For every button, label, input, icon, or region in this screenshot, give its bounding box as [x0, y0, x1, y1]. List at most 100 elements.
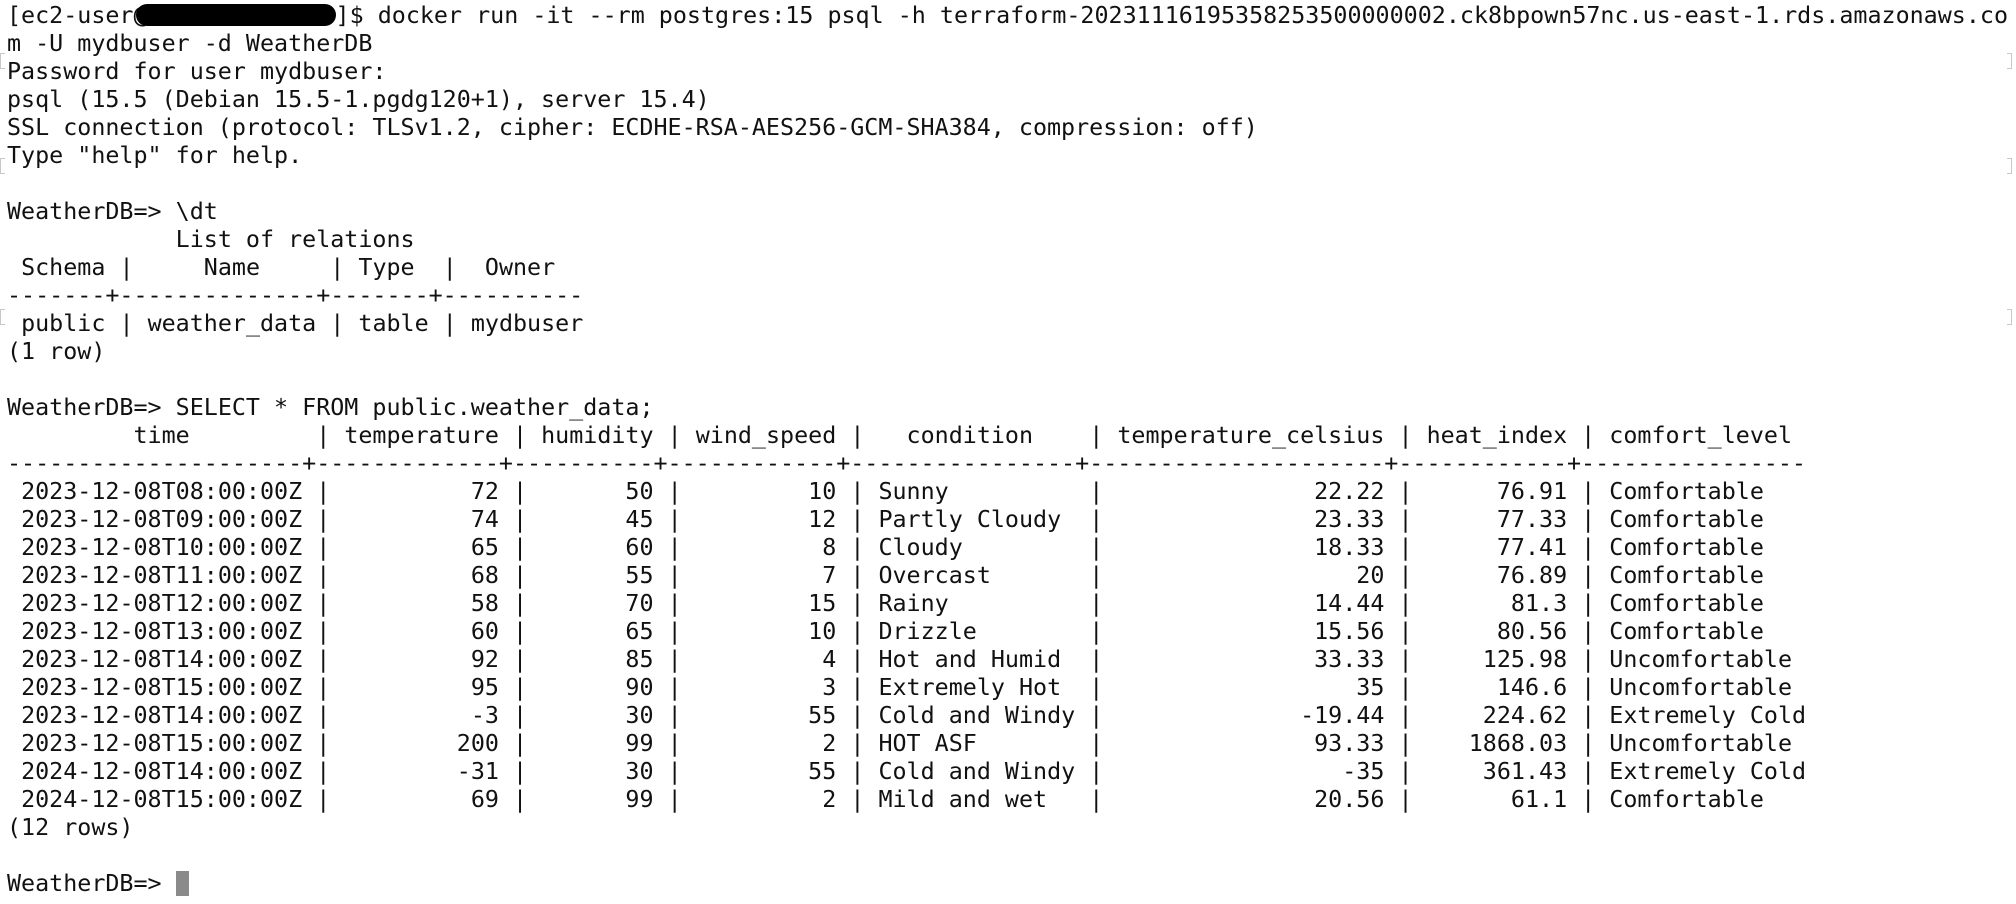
column-header: wind_speed — [695, 421, 837, 449]
table-cell: 55 — [695, 757, 837, 785]
table-row: 2023-12-08T14:00:00Z | -3 | 30 | 55 | Co… — [21, 701, 1807, 729]
table-cell: Comfortable — [1609, 533, 1764, 561]
table-title: List of relations — [175, 225, 415, 253]
table-cell: 65 — [541, 617, 654, 645]
table-cell: 81.3 — [1426, 589, 1568, 617]
table-cell: weather_data — [147, 309, 317, 337]
table-cell: 12 — [695, 505, 837, 533]
table-cell: 68 — [344, 561, 499, 589]
table-cell: 224.62 — [1426, 701, 1568, 729]
table-cell: 361.43 — [1426, 757, 1568, 785]
column-header: condition — [878, 421, 1076, 449]
table-cell: 3 — [695, 673, 837, 701]
table-row: 2023-12-08T15:00:00Z | 95 | 90 | 3 | Ext… — [21, 673, 1793, 701]
table-cell: 30 — [541, 701, 654, 729]
password-prompt: Password for user mydbuser: — [7, 57, 387, 85]
table-cell: HOT ASF — [878, 729, 1076, 757]
table-cell: 2 — [695, 729, 837, 757]
table-row: public | weather_data | table | mydbuser — [21, 309, 584, 337]
table-row: 2023-12-08T14:00:00Z | 92 | 85 | 4 | Hot… — [21, 645, 1793, 673]
table-cell: 8 — [695, 533, 837, 561]
table-cell: -31 — [344, 757, 499, 785]
table-cell: 69 — [344, 785, 499, 813]
docker-command-wrap: m -U mydbuser -d WeatherDB — [7, 29, 373, 57]
table-cell: Overcast — [878, 561, 1076, 589]
table-cell: 65 — [344, 533, 499, 561]
table-cell: 90 — [541, 673, 654, 701]
table-cell: 2024-12-08T15:00:00Z — [21, 785, 303, 813]
table-cell: 22.22 — [1117, 477, 1385, 505]
docker-command: docker run -it --rm postgres:15 psql -h … — [377, 1, 2008, 29]
table-cell: 2023-12-08T13:00:00Z — [21, 617, 303, 645]
table-cell: 2024-12-08T14:00:00Z — [21, 757, 303, 785]
line-marker-left — [0, 309, 5, 325]
table-cell: 2023-12-08T15:00:00Z — [21, 673, 303, 701]
table-cell: 18.33 — [1117, 533, 1385, 561]
table-cell: 146.6 — [1426, 673, 1568, 701]
table-cell: 60 — [344, 617, 499, 645]
table-cell: 85 — [541, 645, 654, 673]
table-cell: Comfortable — [1609, 505, 1764, 533]
row-count: (12 rows) — [7, 813, 134, 841]
help-hint: Type "help" for help. — [7, 141, 303, 169]
table-cell: Cold and Windy — [878, 701, 1076, 729]
table-cell: 58 — [344, 589, 499, 617]
table-cell: Uncomfortable — [1609, 645, 1793, 673]
row-count: (1 row) — [7, 337, 106, 365]
column-header: Type — [358, 253, 429, 281]
column-header: heat_index — [1426, 421, 1568, 449]
table-row: 2024-12-08T15:00:00Z | 69 | 99 | 2 | Mil… — [21, 785, 1764, 813]
table-cell: Extremely Cold — [1609, 701, 1807, 729]
table-cell: 74 — [344, 505, 499, 533]
table-cell: 80.56 — [1426, 617, 1568, 645]
psql-version: psql (15.5 (Debian 15.5-1.pgdg120+1), se… — [7, 85, 710, 113]
table-cell: 92 — [344, 645, 499, 673]
column-header: comfort_level — [1609, 421, 1807, 449]
column-header: Schema — [21, 253, 106, 281]
table-cell: -35 — [1117, 757, 1385, 785]
db-prompt: WeatherDB=> — [7, 197, 176, 225]
text-cursor[interactable] — [175, 871, 189, 896]
line-marker-right — [2007, 53, 2012, 69]
table-cell: 20 — [1117, 561, 1385, 589]
table-cell: 2023-12-08T14:00:00Z — [21, 645, 303, 673]
table-cell: 1868.03 — [1426, 729, 1568, 757]
table-cell: 35 — [1117, 673, 1385, 701]
table-row: 2024-12-08T14:00:00Z | -31 | 30 | 55 | C… — [21, 757, 1807, 785]
table-cell: mydbuser — [470, 309, 584, 337]
table-cell: Comfortable — [1609, 589, 1764, 617]
table-cell: 33.33 — [1117, 645, 1385, 673]
column-header: humidity — [541, 421, 654, 449]
table-cell: Rainy — [878, 589, 1076, 617]
table-cell: Cold and Windy — [878, 757, 1076, 785]
column-header: temperature — [344, 421, 499, 449]
table-cell: 99 — [541, 785, 654, 813]
table-row: 2023-12-08T13:00:00Z | 60 | 65 | 10 | Dr… — [21, 617, 1764, 645]
table-row: 2023-12-08T10:00:00Z | 65 | 60 | 8 | Clo… — [21, 533, 1764, 561]
table-cell: Drizzle — [878, 617, 1076, 645]
table-cell: Hot and Humid — [878, 645, 1076, 673]
table-cell: 95 — [344, 673, 499, 701]
table-cell: 60 — [541, 533, 654, 561]
column-header: temperature_celsius — [1117, 421, 1385, 449]
column-header: time — [21, 421, 303, 449]
ssl-info: SSL connection (protocol: TLSv1.2, ciphe… — [7, 113, 1258, 141]
table-header-row: time | temperature | humidity | wind_spe… — [21, 421, 1807, 449]
select-command: SELECT * FROM public.weather_data; — [175, 393, 654, 421]
table-cell: 20.56 — [1117, 785, 1385, 813]
table-cell: table — [358, 309, 429, 337]
table-cell: Mild and wet — [878, 785, 1076, 813]
table-cell: -19.44 — [1117, 701, 1385, 729]
table-cell: 23.33 — [1117, 505, 1385, 533]
table-cell: Extremely Cold — [1609, 757, 1807, 785]
table-cell: 99 — [541, 729, 654, 757]
terminal-output: [ec2-user@]$ docker run -it --rm postgre… — [7, 1, 2008, 897]
table-cell: 61.1 — [1426, 785, 1568, 813]
table-cell: 4 — [695, 645, 837, 673]
table-cell: Sunny — [878, 477, 1076, 505]
db-prompt: WeatherDB=> — [7, 869, 176, 897]
table-cell: 50 — [541, 477, 654, 505]
table-cell: 2023-12-08T15:00:00Z — [21, 729, 303, 757]
table-cell: Comfortable — [1609, 617, 1764, 645]
